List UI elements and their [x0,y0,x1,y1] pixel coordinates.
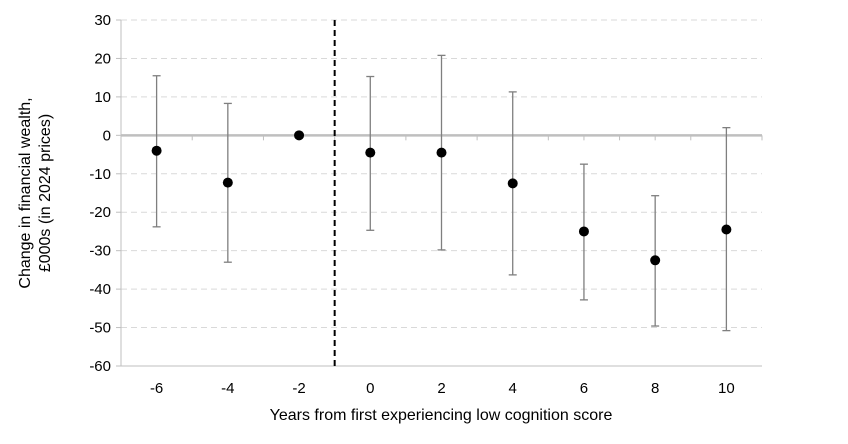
y-axis-title: Change in financial wealth, £000s (in 202… [17,97,54,288]
data-point [222,177,233,188]
x-axis-title: Years from first experiencing low cognit… [270,407,613,424]
x-tick-label: 2 [437,380,445,397]
y-tick-label: -20 [89,204,111,221]
data-point [436,147,447,158]
y-tick-label: -30 [89,243,111,260]
y-tick-label: -40 [89,281,111,298]
x-tick-label: 10 [718,380,735,397]
x-tick-label: -4 [221,380,234,397]
x-tick-label: 6 [580,380,588,397]
y-axis-title-line: Change in financial wealth, [17,97,34,288]
data-point [365,147,376,158]
y-axis-title-text: Change in financial wealth, £000s (in 202… [17,97,54,288]
series [151,54,732,332]
x-tick-label: 8 [651,380,659,397]
data-point [294,130,305,141]
data-point [650,255,661,266]
y-tick-label: 0 [103,127,111,144]
data-point [507,178,518,189]
x-tick-label: -2 [292,380,305,397]
y-tick-label: -10 [89,166,111,183]
x-tick-label: -6 [150,380,163,397]
x-tick-label: 0 [366,380,374,397]
y-tick-label: -60 [89,358,111,375]
y-tick-label: 10 [94,89,111,106]
y-tick-label: -50 [89,320,111,337]
data-point [151,145,162,156]
data-point [578,226,589,237]
y-axis-title-line: £000s (in 2024 prices) [37,114,54,272]
x-tick-label: 4 [509,380,517,397]
y-tick-label: 20 [94,50,111,67]
y-tick-label: 30 [94,12,111,29]
x-axis: -6 -4 -2 0 2 4 6 8 10 [121,365,762,397]
y-axis: 30 20 10 0 -10 -20 -30 -40 -50 -60 [89,12,122,375]
data-point [721,224,732,235]
